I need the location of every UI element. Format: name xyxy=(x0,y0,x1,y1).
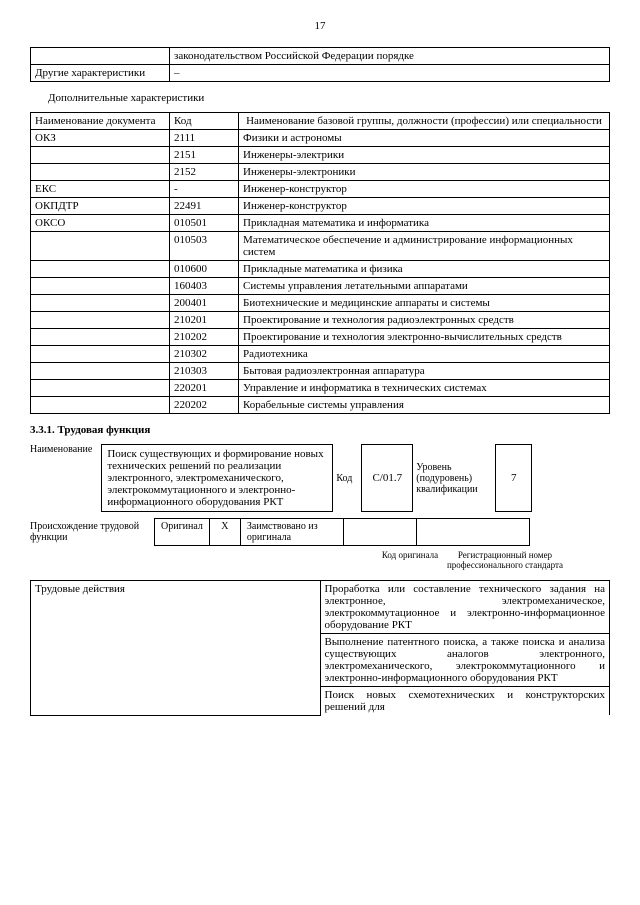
origin-borrowed: Заимствовано из оригинала xyxy=(240,519,343,546)
table-row: 010600Прикладные математика и физика xyxy=(31,261,610,278)
table-row: 2151Инженеры-электрики xyxy=(31,147,610,164)
col-header: Код xyxy=(170,113,239,130)
caption-row: Код оригинала Регистрационный номер проф… xyxy=(30,550,610,570)
page-number: 17 xyxy=(30,20,610,32)
table-row: 210201Проектирование и технология радиоэ… xyxy=(31,312,610,329)
table-row: Трудовые действия Проработка или составл… xyxy=(31,581,610,634)
table-row: 220201Управление и информатика в техниче… xyxy=(31,380,610,397)
table-row: 2152Инженеры-электроники xyxy=(31,164,610,181)
table-row: Другие характеристики– xyxy=(31,65,610,82)
origin-row: Происхождение трудовой функции Оригинал … xyxy=(30,518,610,546)
table-row: 210202Проектирование и технология электр… xyxy=(31,329,610,346)
table-row: 210303Бытовая радиоэлектронная аппаратур… xyxy=(31,363,610,380)
origin-x: X xyxy=(209,519,240,546)
table-row: законодательством Российской Федерации п… xyxy=(31,48,610,65)
table-actions: Трудовые действия Проработка или составл… xyxy=(30,580,610,716)
name-label: Наименование xyxy=(30,444,98,512)
section-331: 3.3.1. Трудовая функция xyxy=(30,424,610,436)
table-top: законодательством Российской Федерации п… xyxy=(30,47,610,82)
table-row: ОКЗ2111Физики и астрономы xyxy=(31,130,610,147)
table-row: ЕКС-Инженер-конструктор xyxy=(31,181,610,198)
table-row: 010503Математическое обеспечение и админ… xyxy=(31,232,610,261)
code-value: C/01.7 xyxy=(361,444,413,512)
table-row: 160403Системы управления летательными ап… xyxy=(31,278,610,295)
name-text: Поиск существующих и формирование новых … xyxy=(101,444,333,512)
code-label: Код xyxy=(336,473,358,484)
table-characteristics: Наименование документа Код Наименование … xyxy=(30,112,610,414)
table-row: ОКПДТР22491Инженер-конструктор xyxy=(31,198,610,215)
table-row: 200401Биотехнические и медицинские аппар… xyxy=(31,295,610,312)
function-block: Наименование Поиск существующих и формир… xyxy=(30,444,610,512)
subtitle-additional: Дополнительные характеристики xyxy=(48,92,610,104)
col-header: Наименование документа xyxy=(31,113,170,130)
table-row: 210302Радиотехника xyxy=(31,346,610,363)
origin-label: Происхождение трудовой функции xyxy=(30,518,150,543)
origin-orig: Оригинал xyxy=(155,519,210,546)
level-label: Уровень (подуровень) квалификации xyxy=(416,462,492,495)
level-value: 7 xyxy=(495,444,532,512)
col-header: Наименование базовой группы, должности (… xyxy=(239,113,610,130)
table-row: ОКСО010501Прикладная математика и информ… xyxy=(31,215,610,232)
table-row: 220202Корабельные системы управления xyxy=(31,397,610,414)
